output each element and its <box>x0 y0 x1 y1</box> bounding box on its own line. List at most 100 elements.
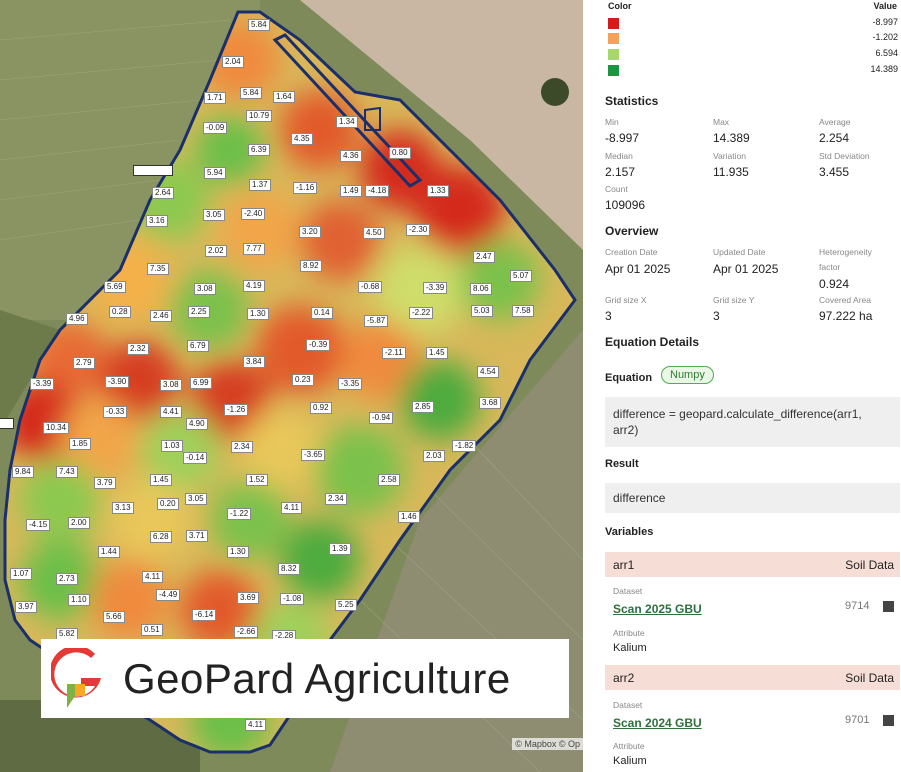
map-value-label: 3.84 <box>243 356 265 368</box>
heterogeneity-label-line1: Heterogeneity <box>819 247 872 257</box>
equation-engine-pill[interactable]: Numpy <box>661 366 714 384</box>
map-value-label: -4.18 <box>365 185 390 197</box>
map-value-label: 2.64 <box>152 187 174 199</box>
stat-max-label: Max <box>713 117 730 127</box>
map-value-label: 0.92 <box>310 402 332 414</box>
map-value-label: 4.50 <box>363 227 385 239</box>
map-value-label: 1.33 <box>427 185 449 197</box>
map-value-label: 3.79 <box>94 477 116 489</box>
map-value-label: 0.80 <box>389 147 411 159</box>
map-value-label: 2.04 <box>222 56 244 68</box>
equation-label: Equation <box>605 372 653 384</box>
overview-title: Overview <box>605 224 659 238</box>
dataset-grid-icon[interactable] <box>883 715 894 726</box>
map-value-label: 2.73 <box>56 573 78 585</box>
variable-name: arr2 <box>613 671 635 685</box>
legend-swatch <box>608 18 619 29</box>
map-value-label: -1.08 <box>280 593 305 605</box>
stat-variation-label: Variation <box>713 151 746 161</box>
map-value-label: 2.03 <box>423 450 445 462</box>
equation-details-title: Equation Details <box>605 335 700 349</box>
map-value-label: 3.08 <box>160 379 182 391</box>
map-value-label: 9.84 <box>12 466 34 478</box>
stat-median-label: Median <box>605 151 633 161</box>
tree-cluster <box>541 78 569 106</box>
legend-value: -1.202 <box>872 32 898 42</box>
map-value-label: 1.37 <box>249 179 271 191</box>
statistics-title: Statistics <box>605 94 659 108</box>
map-value-label: 5.03 <box>471 305 493 317</box>
map-value-label: 2.02 <box>205 245 227 257</box>
dataset-grid-icon[interactable] <box>883 601 894 612</box>
map-value-label: 3.97 <box>15 601 37 613</box>
map-value-label: 5.25 <box>335 599 357 611</box>
dataset-link[interactable]: Scan 2025 GBU <box>613 602 702 616</box>
map-value-label: 2.47 <box>473 251 495 263</box>
geopard-logo-banner: GeoPard Agriculture <box>41 639 569 718</box>
map-value-label: 1.49 <box>340 185 362 197</box>
map-value-label: 5.84 <box>248 19 270 31</box>
grid-size-y-value: 3 <box>713 309 720 323</box>
grid-size-y-label: Grid size Y <box>713 295 755 305</box>
map-value-label: 6.99 <box>190 377 212 389</box>
map-value-label: 1.45 <box>426 347 448 359</box>
map-value-label: -0.33 <box>103 406 128 418</box>
map-value-label: 8.32 <box>278 563 300 575</box>
map-value-label: 1.10 <box>68 594 90 606</box>
map-value-label: 4.96 <box>66 313 88 325</box>
legend-row: 6.594 <box>608 48 901 61</box>
map-value-label: 2.79 <box>73 357 95 369</box>
map-value-label: 4.11 <box>281 502 302 514</box>
map-value-label: 1.45 <box>150 474 172 486</box>
equation-engine-pill-wrap: Numpy <box>661 365 714 384</box>
map-value-label: 4.11 <box>245 719 266 731</box>
dataset-link[interactable]: Scan 2024 GBU <box>613 716 702 730</box>
grid-size-x-value: 3 <box>605 309 612 323</box>
map-value-label: -1.26 <box>224 404 249 416</box>
creation-date-value: Apr 01 2025 <box>605 262 671 276</box>
map-value-label: -0.94 <box>369 412 394 424</box>
field-exclusion-box <box>364 106 381 131</box>
map-value-label: 2.00 <box>68 517 90 529</box>
map-value-label: -4.49 <box>156 589 181 601</box>
map-value-label: 6.79 <box>187 340 209 352</box>
selection-marker[interactable] <box>133 165 173 176</box>
legend-value: 6.594 <box>875 48 898 58</box>
map-value-label: -3.39 <box>30 378 55 390</box>
attribute-value: Kalium <box>613 642 647 654</box>
dataset-id: 9701 <box>845 714 870 726</box>
dataset-link-wrap: Scan 2025 GBU <box>613 600 702 618</box>
map-value-label: 10.34 <box>43 422 70 434</box>
map-value-label: -0.68 <box>358 281 383 293</box>
legend-swatch <box>608 65 619 76</box>
logo-wordmark: GeoPard Agriculture <box>123 654 511 702</box>
map-value-label: -3.39 <box>423 282 448 294</box>
map-value-label: 3.69 <box>237 592 259 604</box>
map-value-label: 6.28 <box>150 531 172 543</box>
map-value-label: 5.07 <box>510 270 532 282</box>
equation-code-line: difference = geopard.calculate_differenc… <box>613 407 862 421</box>
map-value-label: 5.69 <box>104 281 126 293</box>
map-value-label: 5.84 <box>240 87 262 99</box>
map-value-label: 3.16 <box>146 215 168 227</box>
map-value-label: 7.58 <box>512 305 534 317</box>
map-value-label: 2.25 <box>188 306 210 318</box>
legend-color-header: Color <box>608 1 632 11</box>
map-value-label: 2.32 <box>127 343 149 355</box>
map-value-label: 5.94 <box>204 167 226 179</box>
map-attribution[interactable]: © Mapbox © Op <box>512 738 583 750</box>
stat-std-value: 3.455 <box>819 165 850 179</box>
map-value-label: 8.92 <box>300 260 322 272</box>
map-value-label: 4.54 <box>477 366 499 378</box>
map-value-label: 4.19 <box>243 280 265 292</box>
map-value-label: 3.68 <box>479 397 501 409</box>
map-value-label: 0.14 <box>311 307 333 319</box>
selection-marker[interactable] <box>0 418 14 429</box>
stat-std-label: Std Deviation <box>819 151 870 161</box>
map-value-label: 2.34 <box>231 441 253 453</box>
dataset-label: Dataset <box>613 586 643 596</box>
map-value-label: -0.39 <box>306 339 331 351</box>
map-view[interactable]: 5.84 2.04 1.71 5.84 1.64 -0.09 10.79 1.34 6.39 4.… <box>0 0 583 772</box>
attribute-value: Kalium <box>613 755 647 767</box>
map-value-label: 0.23 <box>292 374 314 386</box>
